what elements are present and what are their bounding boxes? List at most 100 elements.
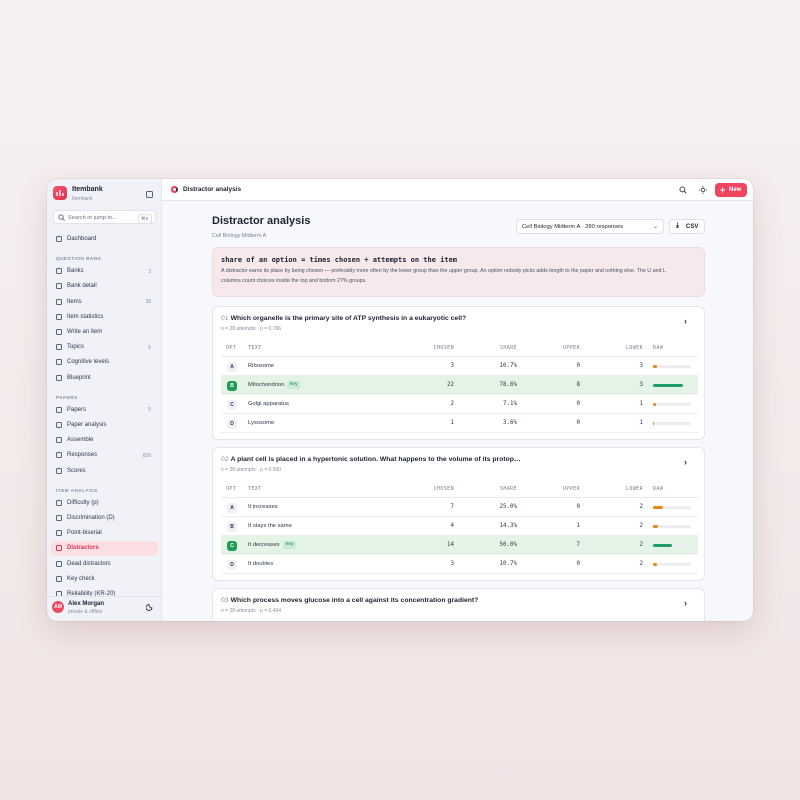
nav-icon	[56, 452, 62, 459]
nav-label: Distractors	[67, 545, 99, 552]
bar-track	[653, 525, 691, 528]
nav-item[interactable]: Distractors	[51, 541, 158, 557]
topbar-icon	[171, 186, 178, 193]
nav-label: Difficulty (p)	[67, 499, 99, 506]
nav-item[interactable]: Item statistics	[51, 310, 158, 325]
new-button[interactable]: + New	[715, 183, 747, 197]
bar-track	[653, 403, 691, 406]
question-meta: n = 28 attempts · p = 0.786	[221, 325, 282, 332]
question-card: 03 Which process moves glucose into a cel…	[212, 588, 705, 621]
key-tag: key	[287, 380, 301, 389]
cell-share: 7.1%	[503, 401, 517, 407]
nav-label: Items	[67, 298, 82, 305]
collapse-button[interactable]	[146, 191, 153, 198]
cell-chosen: 3	[450, 561, 455, 567]
nav-label: Dead distractors	[67, 560, 111, 567]
user-status: private & offline	[68, 609, 103, 615]
nav-item[interactable]: Responses 659	[51, 448, 158, 463]
nav-icon	[56, 283, 62, 290]
question-text: A plant cell is placed in a hypertonic s…	[230, 456, 521, 463]
nav-icon	[56, 313, 62, 320]
nav-item[interactable]: Assemble	[51, 433, 158, 448]
nav-count: 3	[148, 268, 151, 275]
nav-item[interactable]: Point-biserial	[51, 526, 158, 541]
question-text: Which organelle is the primary site of A…	[230, 315, 467, 322]
nav-item[interactable]: Banks 3	[51, 264, 158, 279]
search-box[interactable]: Search or jump to... ⌘K	[53, 210, 156, 224]
option-row: D It doubles 3 10.7% 0 2	[221, 555, 698, 574]
question-number: 03	[221, 597, 229, 604]
nav-label: Dashboard	[67, 236, 97, 242]
nav-label: Bank detail	[67, 283, 97, 290]
cell-share: 25.0%	[499, 504, 517, 510]
formula-text: columns count choices inside the top and…	[221, 278, 367, 284]
option-text: Mitochondrion	[248, 382, 285, 388]
nav-item[interactable]: Write an item	[51, 325, 158, 340]
nav-item[interactable]: Cognitive levels	[51, 355, 158, 370]
nav-item[interactable]: Difficulty (p)	[51, 496, 158, 511]
theme-button[interactable]	[699, 186, 707, 194]
cell-upper: 7	[576, 542, 581, 548]
nav-icon	[56, 467, 62, 474]
cell-upper: 0	[576, 363, 581, 369]
nav-label: Item statistics	[67, 313, 104, 320]
question-title: 02 A plant cell is placed in a hypertonic…	[221, 456, 521, 463]
option-row: A Ribosome 3 10.7% 0 3	[221, 357, 698, 376]
cell-upper: 8	[576, 382, 581, 388]
nav-item[interactable]: Dead distractors	[51, 557, 158, 572]
nav-label: Scores	[67, 467, 86, 474]
cell-lower: 3	[639, 382, 644, 388]
formula-box: share of an option = times chosen ÷ atte…	[212, 247, 705, 297]
option-row: C Golgi apparatus 2 7.1% 0 1	[221, 395, 698, 414]
expand-chevron[interactable]: ›	[684, 598, 687, 608]
logo	[53, 186, 67, 200]
option-text: Ribosome	[248, 363, 275, 369]
column-header: CHOSEN	[433, 345, 454, 351]
paper-select[interactable]: Cell Biology Midterm A · 280 responses ⌄	[516, 219, 664, 234]
bar-track	[653, 384, 691, 387]
nav-item[interactable]: Key check	[51, 572, 158, 587]
column-header: RAW	[653, 486, 664, 492]
nav-item[interactable]: Topics 6	[51, 340, 158, 355]
nav-label: Assemble	[67, 437, 94, 444]
bar-track	[653, 563, 691, 566]
option-row: A It increases 7 25.0% 0 2	[221, 498, 698, 517]
column-header: OPT	[226, 345, 237, 351]
search-button[interactable]	[679, 186, 687, 194]
cell-upper: 0	[576, 401, 581, 407]
expand-chevron[interactable]: ›	[684, 316, 687, 326]
workspace: Itembank	[72, 196, 93, 202]
theme-toggle[interactable]	[146, 603, 154, 611]
option-row: C It decreases key 14 50.0% 7 2	[221, 536, 698, 555]
nav-item[interactable]: Items 28	[51, 295, 158, 310]
bar-track	[653, 365, 691, 368]
option-row: D Lysosome 1 3.6% 0 1	[221, 414, 698, 433]
column-header: CHOSEN	[433, 486, 454, 492]
topbar-title: Distractor analysis	[183, 186, 242, 193]
rule	[221, 497, 698, 498]
nav-item[interactable]: Dashboard	[51, 232, 158, 247]
column-header: RAW	[653, 345, 664, 351]
expand-chevron[interactable]: ›	[684, 457, 687, 467]
csv-button[interactable]: ⤓ CSV	[669, 219, 705, 234]
cell-share: 10.7%	[499, 363, 517, 369]
option-badge: C	[227, 540, 237, 551]
column-header: LOWER	[625, 486, 643, 492]
nav-item[interactable]: Discrimination (D)	[51, 511, 158, 526]
app-window: Itembank Itembank Search or jump to... ⌘…	[47, 179, 753, 621]
nav-item[interactable]: Paper analysis	[51, 418, 158, 433]
nav-item[interactable]: Papers 5	[51, 403, 158, 418]
key-tag: key	[283, 540, 297, 549]
column-header: TEXT	[248, 486, 262, 492]
nav-item[interactable]: Scores	[51, 464, 158, 479]
column-header: TEXT	[248, 345, 262, 351]
nav-label: Responses	[67, 452, 98, 459]
nav-item[interactable]: Blueprint	[51, 371, 158, 386]
cell-chosen: 3	[450, 363, 455, 369]
formula-text: A distractor earns its place by being ch…	[221, 268, 666, 274]
nav-label: Topics	[67, 344, 85, 351]
column-header: SHARE	[499, 345, 517, 351]
nav-item[interactable]: Bank detail	[51, 279, 158, 294]
bar-track	[653, 506, 691, 509]
nav-item[interactable]: Reliability (KR-20)	[51, 587, 158, 602]
